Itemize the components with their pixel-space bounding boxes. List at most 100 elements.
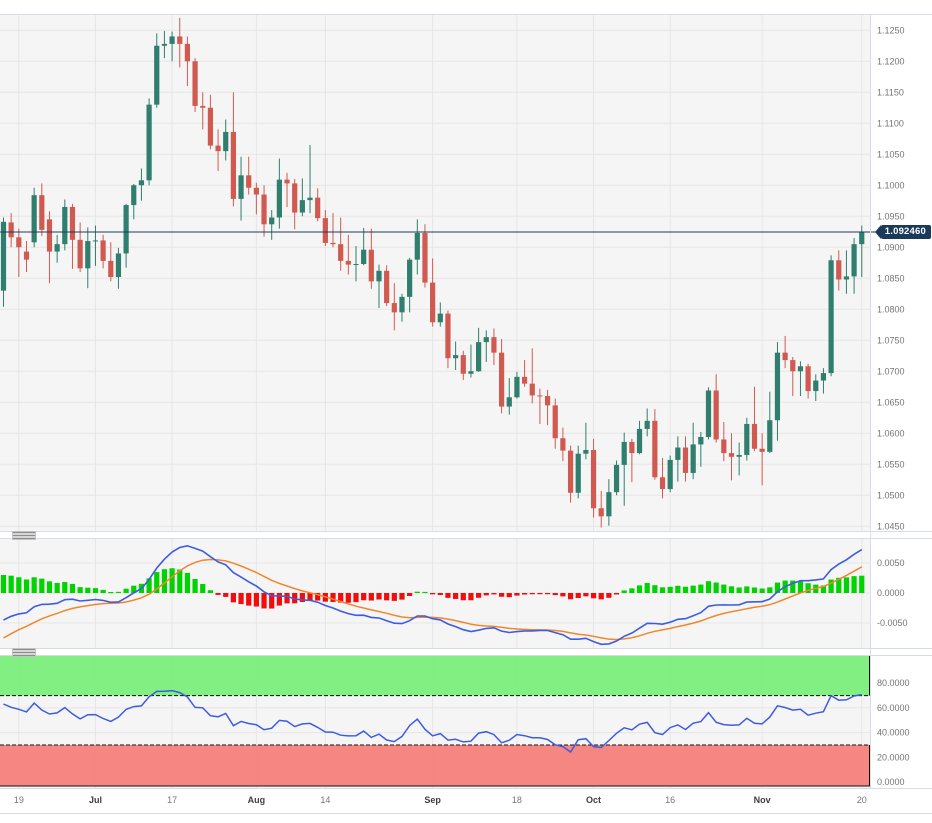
candle xyxy=(606,479,612,526)
candle xyxy=(797,361,804,397)
macd-histogram-bar xyxy=(8,575,14,593)
candle xyxy=(851,237,857,294)
candles-layer xyxy=(0,17,865,528)
macd-histogram-bar xyxy=(215,593,221,595)
candle xyxy=(744,417,750,461)
candle xyxy=(514,371,520,399)
axis-tick-label: 1.0850 xyxy=(877,273,905,283)
macd-histogram-bar xyxy=(39,578,45,593)
candle xyxy=(353,246,359,282)
candle xyxy=(131,184,137,220)
axis-tick-label: -0.0050 xyxy=(877,618,908,628)
candle xyxy=(460,350,466,380)
candle xyxy=(498,339,505,414)
candle xyxy=(307,144,313,214)
time-tick-label: 14 xyxy=(320,795,330,805)
macd-histogram-bar xyxy=(690,585,696,593)
candle xyxy=(161,30,168,59)
macd-histogram-bar xyxy=(384,593,390,601)
macd-histogram-bar xyxy=(721,584,727,593)
axis-tick-label: 1.0750 xyxy=(877,335,905,345)
macd-histogram-bar xyxy=(774,582,781,593)
macd-histogram-bar xyxy=(361,593,367,601)
macd-histogram-bar xyxy=(184,572,191,593)
candle xyxy=(384,265,390,307)
macd-histogram-bar xyxy=(567,593,574,600)
candle xyxy=(322,210,328,247)
macd-histogram-bar xyxy=(115,591,122,594)
candle xyxy=(567,445,574,503)
macd-histogram-bar xyxy=(698,584,704,593)
macd-histogram-bar xyxy=(705,581,712,593)
candle xyxy=(544,389,551,426)
overbought-band xyxy=(0,656,870,696)
macd-histogram-bar xyxy=(353,593,359,603)
candle xyxy=(659,458,666,499)
candle xyxy=(276,158,282,229)
candle xyxy=(629,438,635,483)
macd-histogram-bar xyxy=(123,588,129,593)
candle xyxy=(636,420,643,455)
candle xyxy=(138,168,145,201)
macd-histogram-bar xyxy=(422,591,428,594)
macd-histogram-bar xyxy=(345,593,351,603)
time-tick-label: Oct xyxy=(586,795,601,805)
axis-tick-label: 1.1100 xyxy=(877,118,904,128)
macd-histogram-bar xyxy=(529,593,535,595)
macd-histogram-bar xyxy=(598,593,604,600)
candle xyxy=(123,203,129,268)
macd-histogram-bar xyxy=(307,593,313,601)
macd-histogram-bar xyxy=(269,593,275,609)
candle xyxy=(330,213,336,248)
candle xyxy=(54,234,60,263)
candle xyxy=(759,433,765,486)
macd-histogram-bar xyxy=(621,590,627,593)
axis-tick-label: 1.0450 xyxy=(877,521,905,531)
axis-tick-label: 0.0000 xyxy=(877,777,905,787)
time-tick-label: Nov xyxy=(754,795,771,805)
macd-histogram-bar xyxy=(146,578,152,593)
macd-histogram-bar xyxy=(675,585,681,593)
macd-histogram-bar xyxy=(430,593,436,595)
candle xyxy=(751,386,758,452)
macd-histogram-bar xyxy=(131,585,137,593)
macd-histogram-bar xyxy=(16,577,22,593)
macd-histogram-bar xyxy=(62,582,68,593)
candle xyxy=(583,422,589,460)
candle xyxy=(483,330,489,362)
macd-histogram-bar xyxy=(836,577,842,593)
macd-line xyxy=(3,544,863,646)
macd-histogram-bar xyxy=(77,587,83,593)
candle xyxy=(537,388,543,424)
macd-histogram-bar xyxy=(652,585,658,593)
candle xyxy=(154,33,160,108)
candle xyxy=(560,427,566,462)
axis-tick-label: 1.1250 xyxy=(877,25,905,35)
axis-tick-label: 0.0050 xyxy=(877,558,905,568)
time-tick-label: Aug xyxy=(248,795,266,805)
candle xyxy=(376,264,382,309)
macd-signal-line xyxy=(3,558,863,641)
macd-histogram-bar xyxy=(544,593,551,595)
macd-histogram-bar xyxy=(407,593,413,596)
candle xyxy=(361,228,367,266)
candle xyxy=(169,31,175,62)
price-axis[interactable]: 1.1250 1.1200 1.1150 1.1100 1.1050 1.1000 1.09… xyxy=(877,25,910,787)
macd-histogram-bar xyxy=(177,569,183,593)
macd-histogram-bar xyxy=(476,593,482,598)
candle xyxy=(246,156,252,195)
axis-tick-label: 0.0000 xyxy=(877,588,905,598)
candle xyxy=(575,445,581,499)
macd-histogram-bar xyxy=(483,593,489,596)
candle xyxy=(85,227,91,289)
candle xyxy=(16,228,22,278)
panel-resize-handle-macd[interactable] xyxy=(12,531,36,540)
panel-resize-handle-oscillator[interactable] xyxy=(12,648,36,657)
candle xyxy=(207,94,214,150)
candle xyxy=(843,250,850,294)
candle xyxy=(790,356,796,397)
macd-histogram-bar xyxy=(751,587,758,593)
time-axis[interactable]: 19 Jul 17 Aug 14 Sep 18 Oct 16 Nov 20 xyxy=(14,795,867,805)
macd-histogram-bar xyxy=(659,587,666,593)
